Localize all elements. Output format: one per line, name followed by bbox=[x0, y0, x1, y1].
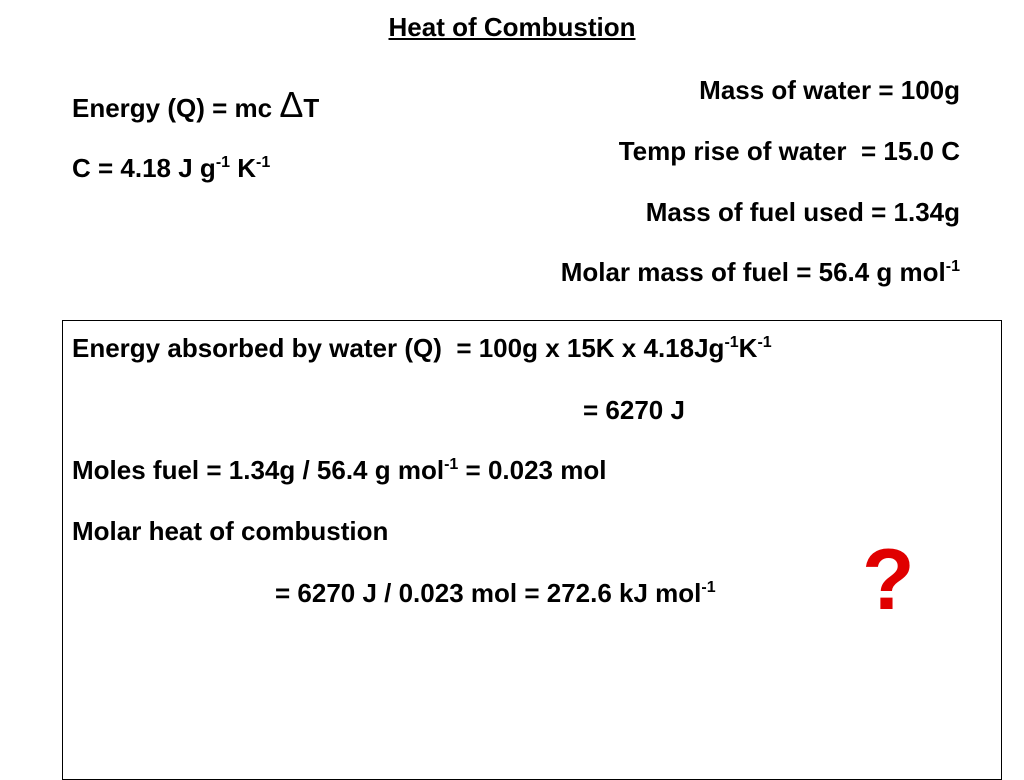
question-mark: ? bbox=[862, 532, 915, 628]
text: Mass of water = 100g bbox=[699, 75, 960, 105]
superscript: -1 bbox=[757, 334, 772, 351]
superscript: -1 bbox=[444, 456, 459, 473]
text: = 6270 J bbox=[583, 395, 685, 425]
text: Energy absorbed by water (Q) = 100g x 15… bbox=[72, 333, 725, 363]
text: Temp rise of water = 15.0 C bbox=[618, 136, 960, 166]
formula: C = 4.18 J g-1 K-1 bbox=[72, 153, 270, 183]
text: K bbox=[230, 153, 257, 183]
text: T bbox=[303, 93, 320, 123]
superscript: -1 bbox=[256, 154, 271, 171]
given-value: Mass of fuel used = 1.34g bbox=[646, 197, 960, 227]
title: Heat of Combustion bbox=[388, 12, 636, 42]
text: Moles fuel = 1.34g / 56.4 g mol bbox=[72, 455, 445, 485]
text: C = 4.18 J g bbox=[72, 153, 216, 183]
text: Mass of fuel used = 1.34g bbox=[645, 197, 960, 227]
superscript: -1 bbox=[701, 579, 716, 596]
text: K bbox=[738, 333, 758, 363]
text: Molar mass of fuel = 56.4 g mol bbox=[560, 257, 946, 287]
symbol: Δ bbox=[279, 84, 304, 125]
text: Energy (Q) = mc bbox=[72, 93, 280, 123]
superscript: -1 bbox=[945, 258, 960, 275]
working-line: Moles fuel = 1.34g / 56.4 g mol-1 = 0.02… bbox=[72, 455, 606, 485]
given-value: Temp rise of water = 15.0 C bbox=[619, 136, 960, 166]
given-value: Mass of water = 100g bbox=[699, 75, 960, 105]
superscript: -1 bbox=[215, 154, 231, 171]
working-line: = 6270 J / 0.023 mol = 272.6 kJ mol-1 bbox=[275, 578, 716, 608]
text: = 6270 J / 0.023 mol = 272.6 kJ mol bbox=[275, 578, 702, 608]
given-value: Molar mass of fuel = 56.4 g mol-1 bbox=[561, 257, 960, 287]
working-line: Energy absorbed by water (Q) = 100g x 15… bbox=[72, 333, 772, 363]
formula: Energy (Q) = mc ΔT bbox=[72, 87, 320, 124]
working-box bbox=[62, 320, 1002, 780]
working-line: Molar heat of combustion bbox=[72, 516, 388, 546]
text: = 0.023 mol bbox=[458, 455, 607, 485]
text: Molar heat of combustion bbox=[72, 516, 389, 546]
superscript: -1 bbox=[724, 334, 739, 351]
working-line: = 6270 J bbox=[583, 395, 685, 425]
